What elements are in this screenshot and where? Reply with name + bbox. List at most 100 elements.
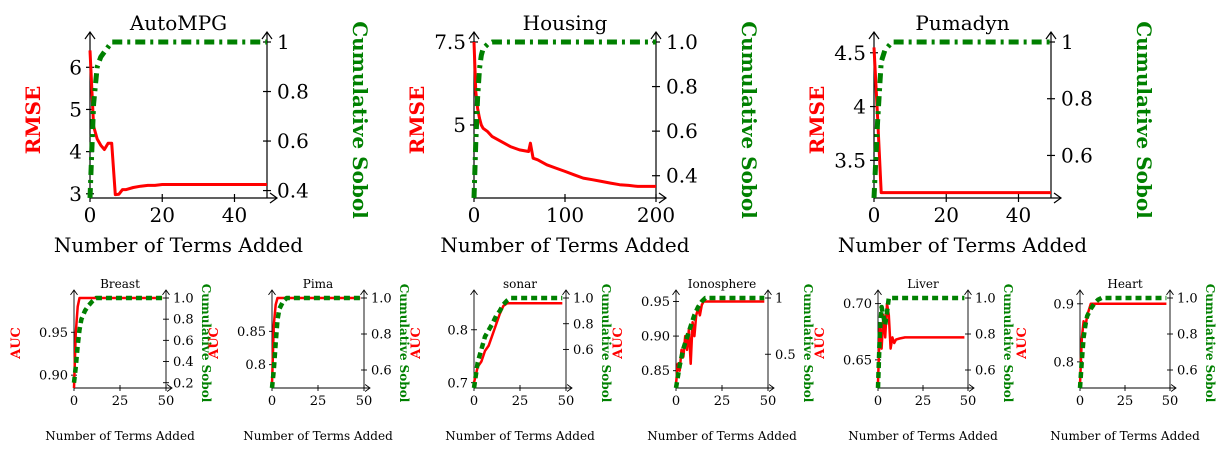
x-tick-label: 100 bbox=[546, 203, 584, 227]
chart-title: Pumadyn bbox=[915, 11, 1009, 35]
y-tick-label-right: 0.8 bbox=[573, 317, 594, 332]
chart-title: AutoMPG bbox=[129, 11, 227, 35]
y-tick-label-right: 1.0 bbox=[666, 30, 698, 54]
x-axis-label: Number of Terms Added bbox=[440, 233, 689, 257]
y-axis-left-arrow bbox=[874, 289, 882, 296]
y-axis-right-arrow bbox=[562, 289, 570, 296]
x-axis-arrow bbox=[364, 384, 371, 392]
y-tick-label-right: 1.0 bbox=[975, 292, 996, 307]
x-axis-arrow bbox=[768, 384, 775, 392]
y-axis-label-right: Cumulative Sobol bbox=[1001, 284, 1015, 403]
y-tick-label-left: 4.5 bbox=[834, 41, 866, 65]
chart-title: Heart bbox=[1107, 277, 1142, 291]
y-tick-label-left: 6 bbox=[69, 55, 82, 79]
chart-panel-autompg: AutoMPG 0 20 40 3 4 5 6 0.4 0.6 0.8 1 Number of Term… bbox=[21, 11, 372, 257]
y-tick-label-left: 3.5 bbox=[834, 148, 866, 172]
x-tick-label: 25 bbox=[1117, 394, 1134, 409]
x-tick-label: 50 bbox=[356, 394, 373, 409]
metric-series-line bbox=[674, 300, 765, 385]
y-tick-label-right: 0.8 bbox=[371, 328, 392, 343]
y-axis-left-arrow bbox=[868, 30, 880, 40]
y-tick-label-left: 0.65 bbox=[843, 353, 872, 368]
x-axis-label: Number of Terms Added bbox=[647, 429, 797, 443]
y-tick-label-right: 0.8 bbox=[277, 80, 309, 104]
y-axis-right-arrow bbox=[764, 289, 772, 296]
y-axis-right-arrow bbox=[162, 289, 170, 296]
chart-title: Pima bbox=[303, 277, 333, 291]
y-tick-label-right: 0.4 bbox=[666, 164, 698, 188]
chart-panel-housing: Housing 0 100 200 5 7.5 0.4 0.6 0.8 1.0 Number of … bbox=[405, 11, 761, 257]
y-tick-label-right: 0.8 bbox=[666, 75, 698, 99]
y-axis-label-left: RMSE bbox=[805, 86, 829, 154]
chart-title: Housing bbox=[523, 11, 608, 35]
chart-title: Ionosphere bbox=[688, 277, 756, 291]
x-axis-arrow bbox=[658, 192, 668, 204]
y-tick-label-left: 7.5 bbox=[434, 30, 466, 54]
y-axis-label-right: Cumulative Sobol bbox=[348, 21, 372, 219]
x-tick-label: 50 bbox=[760, 394, 777, 409]
x-tick-label: 25 bbox=[112, 394, 129, 409]
x-axis-arrow bbox=[166, 384, 173, 392]
y-axis-label-left: AUC bbox=[1015, 327, 1030, 360]
y-axis-right-arrow bbox=[360, 289, 368, 296]
x-tick-label: 0 bbox=[470, 394, 478, 409]
y-axis-left-arrow bbox=[1076, 289, 1084, 296]
y-tick-label-right: 1.0 bbox=[1177, 292, 1198, 307]
x-axis-arrow bbox=[1170, 384, 1177, 392]
x-tick-label: 25 bbox=[915, 394, 932, 409]
x-tick-label: 25 bbox=[512, 394, 529, 409]
y-tick-label-right: 0.6 bbox=[1061, 143, 1093, 167]
y-axis-label-right: Cumulative Sobol bbox=[599, 284, 613, 403]
x-axis-label: Number of Terms Added bbox=[838, 233, 1087, 257]
sobol-series-line bbox=[471, 295, 563, 389]
x-tick-label: 50 bbox=[158, 394, 175, 409]
y-axis-label-left: AUC bbox=[207, 327, 222, 360]
chart-panel-breast: Breast 0 25 50 0.90 0.95 0.2 0.4 0.6 0.8 1.0 Number… bbox=[9, 277, 213, 443]
y-tick-label-right: 1.0 bbox=[371, 292, 392, 307]
y-tick-label-right: 0.4 bbox=[173, 355, 194, 370]
y-axis-label-right: Cumulative Sobol bbox=[397, 284, 411, 403]
y-axis-label-left: AUC bbox=[409, 327, 424, 360]
sobol-series-line bbox=[1077, 295, 1167, 389]
y-tick-label-left: 5 bbox=[453, 113, 466, 137]
y-axis-left-arrow bbox=[70, 289, 78, 296]
sobol-series-line bbox=[471, 39, 656, 199]
y-tick-label-right: 1 bbox=[277, 30, 290, 54]
y-axis-label-left: AUC bbox=[813, 327, 828, 360]
x-tick-label: 20 bbox=[934, 203, 959, 227]
y-axis-label-right: Cumulative Sobol bbox=[199, 284, 213, 403]
y-tick-label-right: 0.2 bbox=[173, 376, 194, 391]
chart-title: Breast bbox=[100, 277, 140, 291]
y-axis-label-left: RMSE bbox=[21, 86, 45, 154]
y-tick-label-left: 0.90 bbox=[641, 330, 670, 345]
x-axis-arrow bbox=[1053, 192, 1063, 204]
x-tick-label: 50 bbox=[960, 394, 977, 409]
x-tick-label: 0 bbox=[84, 203, 97, 227]
x-tick-label: 40 bbox=[1006, 203, 1031, 227]
y-axis-label-left: AUC bbox=[9, 327, 24, 360]
y-tick-label-right: 1 bbox=[1061, 30, 1074, 54]
y-axis-left-arrow bbox=[468, 30, 480, 40]
y-axis-right-arrow bbox=[1045, 30, 1057, 40]
y-tick-label-left: 0.9 bbox=[1053, 297, 1074, 312]
y-axis-left-arrow bbox=[84, 30, 96, 40]
x-tick-label: 20 bbox=[150, 203, 175, 227]
metric-series-line bbox=[472, 41, 656, 188]
sobol-series-line bbox=[269, 295, 361, 389]
sobol-series-line bbox=[87, 39, 267, 199]
y-tick-label-left: 0.70 bbox=[843, 297, 872, 312]
x-tick-label: 0 bbox=[874, 394, 882, 409]
chart-panel-heart: Heart 0 25 50 0.8 0.9 0.6 0.8 1.0 Number of Terms… bbox=[1015, 277, 1216, 443]
y-axis-label-left: AUC bbox=[611, 327, 626, 360]
y-tick-label-left: 4 bbox=[69, 140, 82, 164]
x-axis-label: Number of Terms Added bbox=[848, 429, 998, 443]
y-tick-label-right: 0.6 bbox=[371, 364, 392, 379]
x-tick-label: 200 bbox=[637, 203, 675, 227]
x-tick-label: 25 bbox=[714, 394, 731, 409]
y-axis-left-arrow bbox=[470, 289, 478, 296]
y-axis-right-arrow bbox=[964, 289, 972, 296]
x-tick-label: 0 bbox=[70, 394, 78, 409]
y-tick-label-right: 0.6 bbox=[666, 119, 698, 143]
metric-series-line bbox=[270, 296, 361, 385]
